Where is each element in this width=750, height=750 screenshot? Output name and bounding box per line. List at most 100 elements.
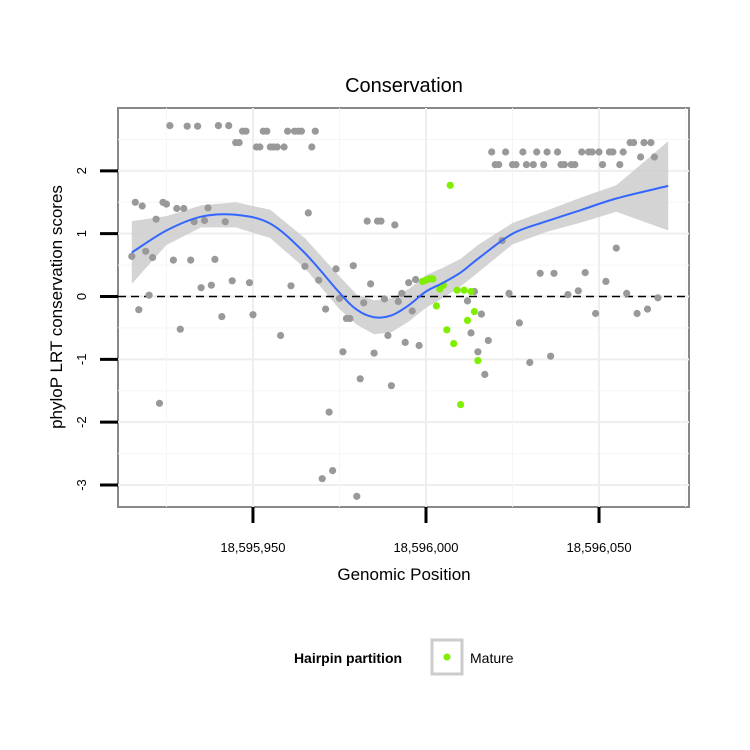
data-point	[263, 127, 271, 135]
mature-point	[450, 340, 458, 348]
data-point	[519, 148, 527, 156]
data-point	[515, 319, 524, 327]
y-tick-label: -1	[74, 354, 89, 366]
data-point	[155, 399, 164, 407]
data-point	[176, 325, 184, 333]
data-point	[277, 331, 285, 340]
data-point	[377, 217, 385, 225]
data-point	[256, 143, 264, 151]
data-point	[162, 200, 170, 208]
data-point	[370, 349, 378, 357]
mature-point	[460, 286, 468, 294]
data-point	[380, 295, 389, 303]
data-point	[387, 382, 395, 390]
data-point	[602, 277, 610, 285]
data-point	[391, 221, 399, 229]
data-point	[633, 309, 641, 318]
data-point	[384, 331, 392, 340]
data-point	[284, 127, 292, 135]
mature-point	[432, 302, 440, 310]
data-point	[543, 148, 551, 156]
data-point	[547, 352, 555, 360]
data-point	[315, 276, 323, 284]
data-point	[335, 294, 344, 302]
data-point	[619, 148, 627, 156]
data-point	[502, 148, 510, 156]
data-point	[245, 279, 254, 287]
data-point	[169, 256, 177, 264]
data-point	[197, 284, 205, 292]
data-point	[211, 255, 219, 263]
legend-mature-swatch	[443, 653, 451, 661]
data-point	[218, 313, 226, 321]
data-point	[145, 291, 153, 299]
data-point	[332, 265, 340, 273]
mature-point	[470, 308, 478, 316]
data-point	[149, 253, 157, 262]
data-point	[394, 297, 402, 306]
mature-point	[446, 181, 454, 189]
data-point	[484, 336, 492, 345]
y-tick-label: -3	[74, 479, 89, 491]
data-point	[297, 127, 305, 135]
data-point	[412, 275, 420, 284]
legend-title: Hairpin partition	[294, 650, 402, 666]
data-point	[477, 310, 485, 318]
data-point	[173, 204, 181, 213]
smooth-curve	[131, 184, 669, 319]
data-point	[187, 256, 195, 264]
y-tick-label: 0	[74, 293, 89, 300]
data-point	[235, 139, 243, 147]
data-point	[550, 269, 558, 277]
mature-point	[474, 357, 482, 365]
data-point	[287, 282, 295, 290]
data-point	[356, 375, 364, 383]
data-point	[536, 269, 544, 277]
data-point	[322, 305, 330, 313]
data-point	[467, 329, 475, 337]
mature-point	[463, 316, 472, 324]
data-point	[564, 291, 572, 299]
data-point	[349, 262, 357, 270]
data-point	[637, 153, 645, 161]
data-point	[207, 281, 215, 289]
data-point	[273, 143, 281, 151]
x-tick-label: 18,596,000	[393, 540, 458, 555]
data-point	[249, 311, 257, 319]
data-point	[505, 289, 513, 297]
x-tick-label: 18,595,950	[220, 540, 285, 555]
data-point	[588, 148, 596, 156]
data-point	[131, 198, 139, 206]
data-point	[595, 148, 603, 156]
y-tick-label: 2	[74, 167, 89, 174]
data-point	[612, 244, 620, 252]
data-point	[183, 122, 191, 130]
mature-point	[453, 286, 461, 294]
data-point	[578, 148, 586, 156]
x-axis: 18,595,950 18,596,000 18,596,050	[220, 507, 632, 555]
legend-label: Mature	[470, 650, 514, 666]
data-point	[529, 161, 537, 169]
data-point	[142, 247, 150, 255]
data-point	[540, 161, 548, 169]
data-point	[194, 122, 202, 130]
data-point	[225, 122, 233, 130]
data-point	[650, 153, 659, 161]
data-point	[553, 148, 562, 156]
data-point	[242, 127, 250, 135]
data-point	[598, 161, 607, 169]
data-point	[571, 161, 579, 169]
data-point	[204, 204, 212, 212]
data-point	[166, 122, 174, 130]
gray-points	[128, 122, 662, 500]
mature-point	[429, 275, 437, 283]
data-point	[329, 467, 337, 475]
data-point	[533, 148, 541, 156]
data-point	[526, 358, 534, 367]
mature-point	[443, 326, 451, 334]
mature-points	[418, 181, 482, 409]
data-point	[228, 277, 236, 285]
data-point	[280, 143, 288, 151]
data-point	[128, 252, 136, 260]
y-tick-label: 1	[74, 230, 89, 237]
